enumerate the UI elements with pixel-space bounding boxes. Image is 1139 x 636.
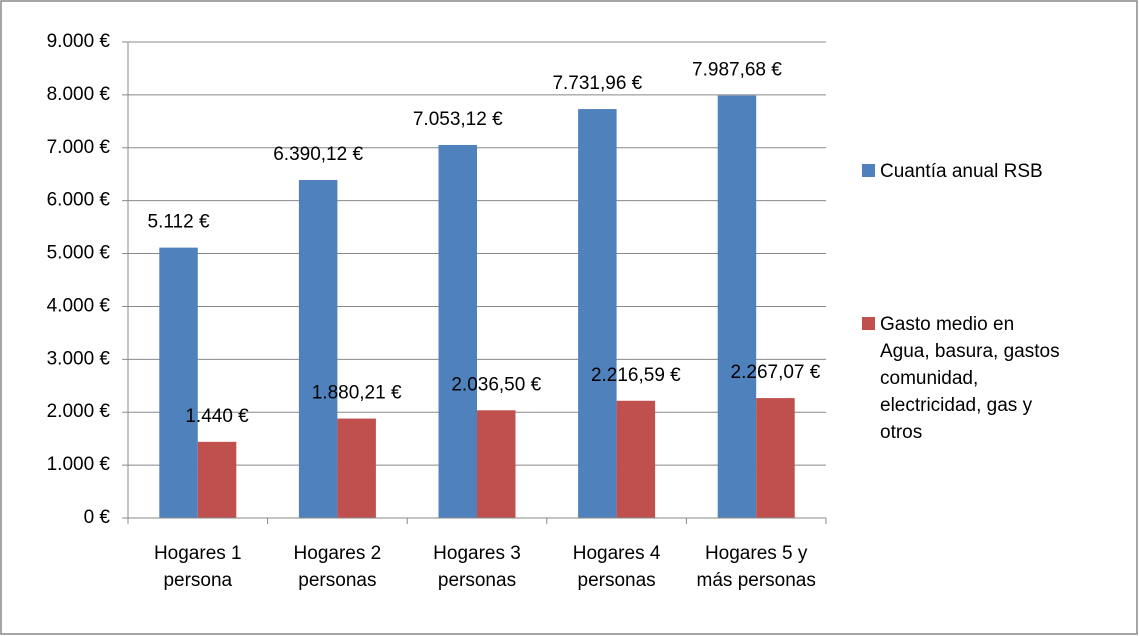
data-label: 5.112 € <box>148 212 210 233</box>
y-tick-label: 6.000 € <box>47 190 111 211</box>
data-label: 7.731,96 € <box>552 73 642 94</box>
bar <box>159 247 198 518</box>
data-label: 1.880,21 € <box>312 383 402 404</box>
y-tick-label: 7.000 € <box>47 137 111 158</box>
legend-swatch <box>862 317 875 330</box>
bar <box>717 95 757 519</box>
legend-label: Gasto medio en Agua, basura, gastos comu… <box>880 314 1060 443</box>
bar <box>197 441 237 518</box>
y-tick-label: 5.000 € <box>47 243 111 264</box>
y-tick-label: 8.000 € <box>47 84 111 105</box>
data-label: 2.267,07 € <box>731 362 821 383</box>
y-tick-label: 9.000 € <box>47 31 111 52</box>
x-tick-label: Hogares 2 personas <box>293 543 382 591</box>
data-label: 7.053,12 € <box>413 109 503 130</box>
data-label: 2.036,50 € <box>451 374 541 395</box>
data-label: 1.440 € <box>185 406 249 427</box>
bar <box>756 398 795 518</box>
y-tick-label: 0 € <box>84 507 111 528</box>
y-tick-label: 3.000 € <box>47 348 111 369</box>
legend-swatch <box>862 164 875 177</box>
bar <box>578 109 617 519</box>
data-label: 2.216,59 € <box>591 365 681 386</box>
x-tick-label: Hogares 5 y más personas <box>696 543 816 591</box>
bar <box>477 410 516 518</box>
data-label: 6.390,12 € <box>273 144 363 165</box>
bar <box>337 418 376 518</box>
data-label: 7.987,68 € <box>692 60 782 81</box>
bar <box>438 144 477 518</box>
x-tick-label: Hogares 4 personas <box>572 543 661 591</box>
y-tick-label: 1.000 € <box>47 454 111 475</box>
y-tick-label: 4.000 € <box>47 295 111 316</box>
x-tick-label: Hogares 1 persona <box>153 543 242 591</box>
x-tick-label: Hogares 3 personas <box>433 543 521 591</box>
y-tick-label: 2.000 € <box>47 401 111 422</box>
bar <box>616 400 656 518</box>
legend-label: Cuantía anual RSB <box>880 161 1043 182</box>
bar <box>298 180 338 518</box>
